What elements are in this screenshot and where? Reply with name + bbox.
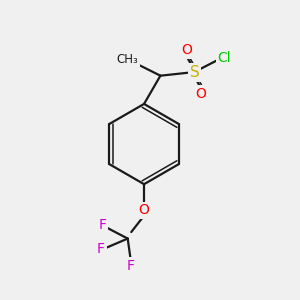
Text: S: S [190, 65, 200, 80]
Text: O: O [196, 87, 207, 101]
Text: O: O [181, 44, 192, 57]
Text: F: F [98, 218, 106, 232]
Text: Cl: Cl [218, 52, 231, 65]
Text: CH₃: CH₃ [117, 53, 139, 66]
Text: O: O [139, 203, 149, 217]
Text: F: F [97, 242, 105, 256]
Text: F: F [127, 259, 135, 273]
